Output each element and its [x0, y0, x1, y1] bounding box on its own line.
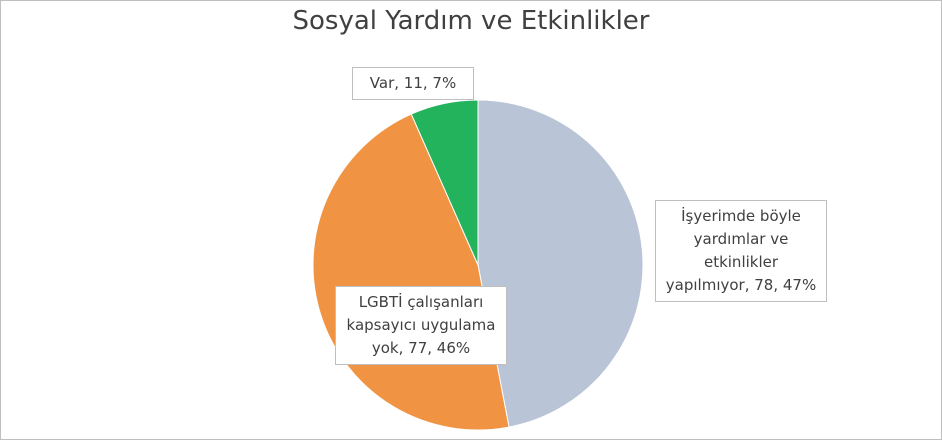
data-label: Var, 11, 7%	[352, 67, 474, 100]
chart-title: Sosyal Yardım ve Etkinlikler	[292, 6, 650, 36]
pie-slice	[477, 99, 644, 428]
data-label: LGBTİ çalışanları kapsayıcı uygulama yok…	[335, 286, 507, 365]
pie-slice	[410, 99, 479, 266]
data-label: İşyerimde böyle yardımlar ve etkinlikler…	[655, 200, 827, 302]
